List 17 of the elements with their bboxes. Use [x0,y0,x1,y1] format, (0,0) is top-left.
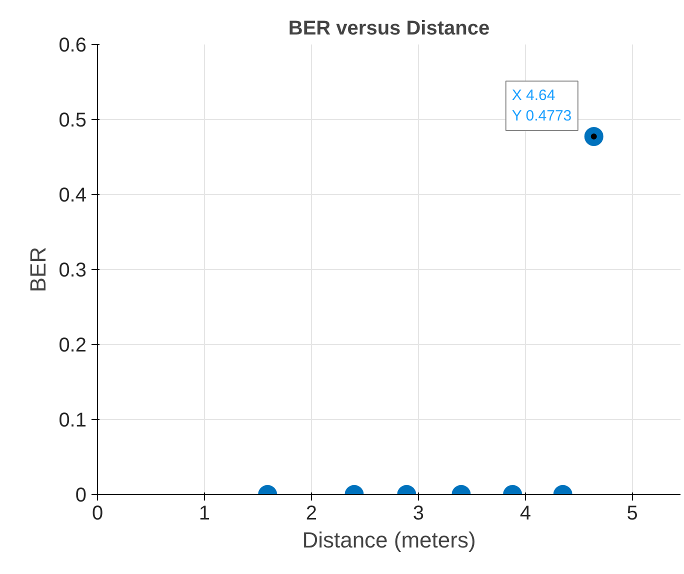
x-tick-label: 3 [412,502,424,524]
y-tick-label: 0.1 [58,410,87,432]
x-tick-label: 1 [198,502,210,524]
annotation: X 4.64 Y 0.4773 [512,87,572,125]
x-tick-label: 0 [92,502,104,524]
y-tick-label: 0.2 [58,334,87,356]
x-axis-title: Distance (meters) [302,528,476,552]
y-tick-label: 0.3 [58,260,87,282]
y-axis-title: BER [26,246,51,292]
y-tick-label: 0.4 [58,184,87,206]
x-tick-label: 5 [626,502,638,524]
y-tick-label: 0 [75,484,86,506]
y-tick-label: 0.5 [58,110,87,132]
chart-title: BER versus Distance [288,18,490,40]
y-tick-label: 0.6 [58,34,87,56]
x-tick-label: 2 [306,502,318,524]
x-tick-label: 4 [520,502,531,524]
